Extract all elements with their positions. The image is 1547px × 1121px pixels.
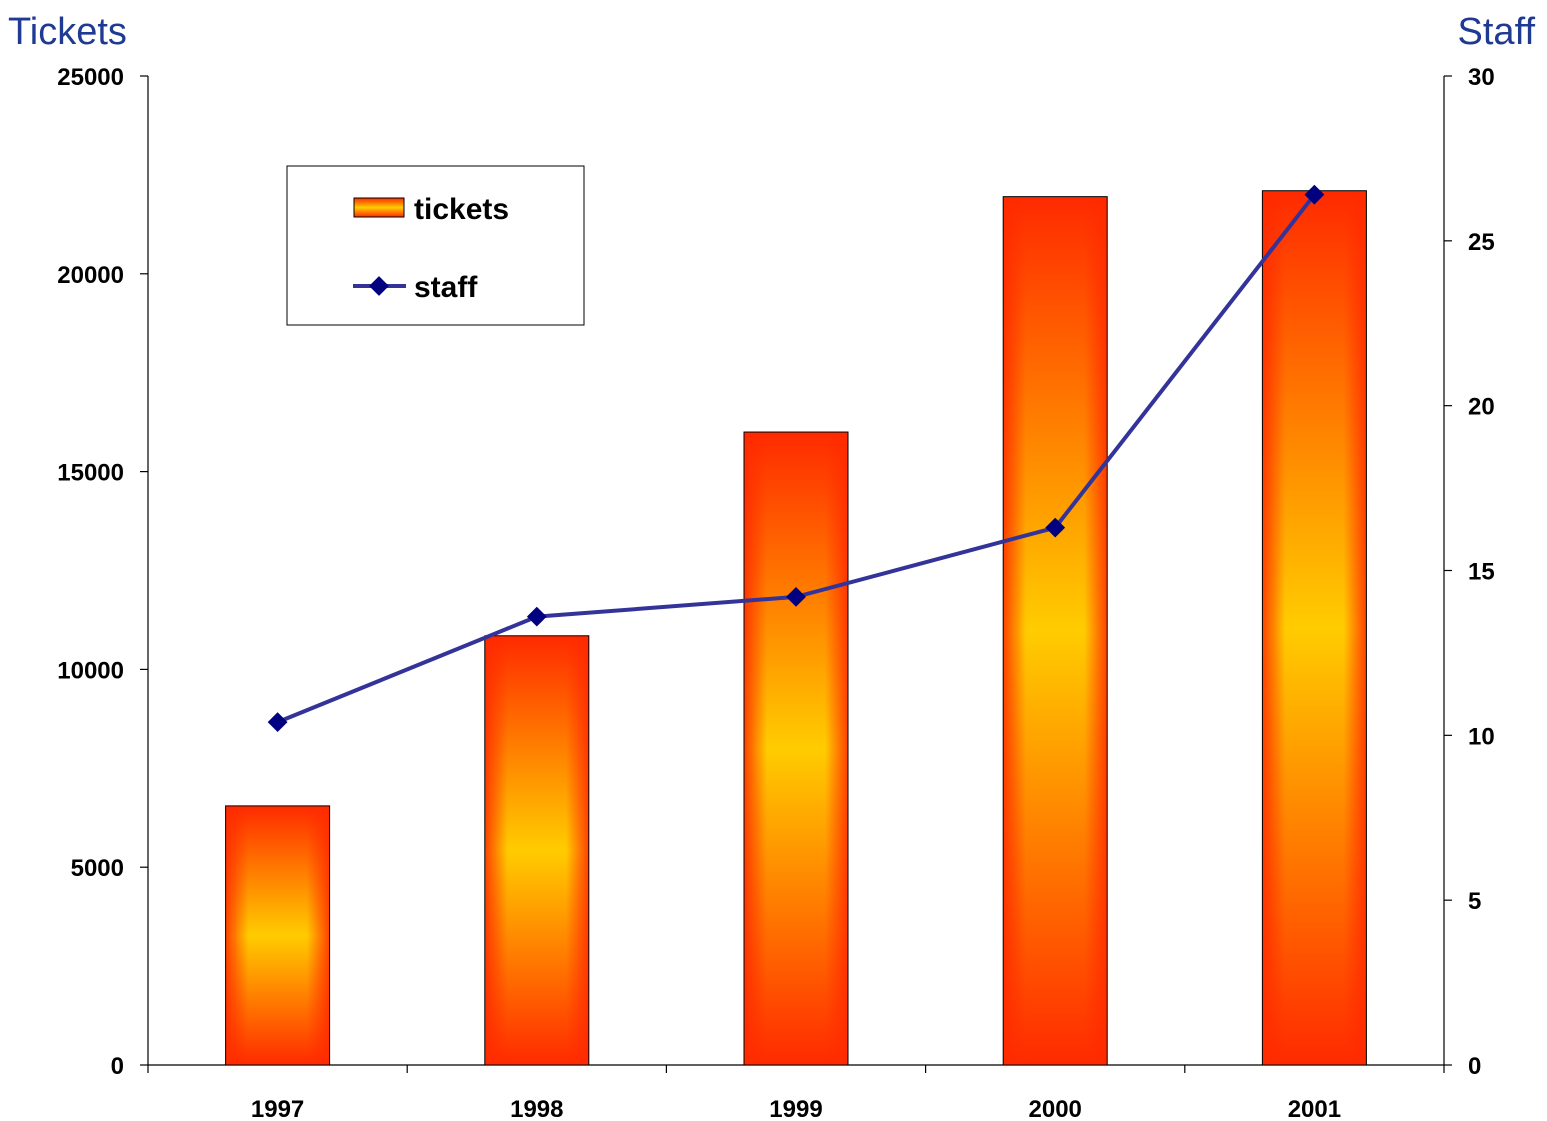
tickets-bar-shade [1261,190,1367,1066]
tickets-bar-shade [1002,196,1108,1066]
legend-swatch-tickets [353,197,405,218]
x-tick-label: 1998 [510,1096,563,1121]
legend-label-staff: staff [414,271,478,304]
tickets-bar-shade [484,635,590,1066]
tickets-bar-shade [743,431,849,1066]
tickets-bar [484,635,590,1066]
left-tick-label: 10000 [57,657,124,684]
left-axis-title: Tickets [8,11,127,53]
legend-label-tickets: tickets [414,193,509,226]
right-axis-ticks: 0 5 10 15 20 25 30 [1444,64,1495,1080]
right-tick-label: 25 [1468,229,1495,256]
right-tick-label: 5 [1468,888,1481,915]
staff-line-layer [267,184,1325,733]
x-tick-label: 2000 [1029,1096,1082,1121]
staff-point [267,712,288,733]
left-tick-label: 15000 [57,460,124,487]
staff-point [786,586,806,607]
legend: tickets staff [286,165,585,326]
staff-point [1304,184,1325,205]
right-tick-label: 20 [1468,394,1495,421]
tickets-bars [225,190,1367,1066]
x-tick-label: 2001 [1288,1096,1341,1121]
left-tick-label: 25000 [57,64,124,91]
x-axis-ticks: 1997 1998 1999 2000 2001 [147,1065,1445,1121]
right-tick-label: 30 [1468,64,1495,91]
x-tick-label: 1997 [251,1096,304,1121]
left-axis-ticks: 0 5000 10000 15000 20000 25000 [57,64,148,1080]
left-tick-label: 0 [111,1053,124,1080]
legend-swatch-staff-marker [369,276,389,296]
right-tick-label: 15 [1468,559,1495,586]
left-tick-label: 5000 [71,855,124,882]
tickets-bar [1261,190,1367,1066]
right-tick-label: 0 [1468,1053,1481,1080]
tickets-bar [743,431,849,1066]
right-axis-title: Staff [1458,11,1536,53]
right-tick-label: 10 [1468,723,1495,750]
tickets-bar [1002,196,1108,1066]
staff-point [1045,517,1066,538]
x-tick-label: 1999 [769,1096,822,1121]
tickets-bar-shade [225,805,331,1066]
tickets-bar [225,805,331,1066]
left-tick-label: 20000 [57,262,124,289]
staff-point [526,606,547,627]
legend-box [286,165,585,326]
